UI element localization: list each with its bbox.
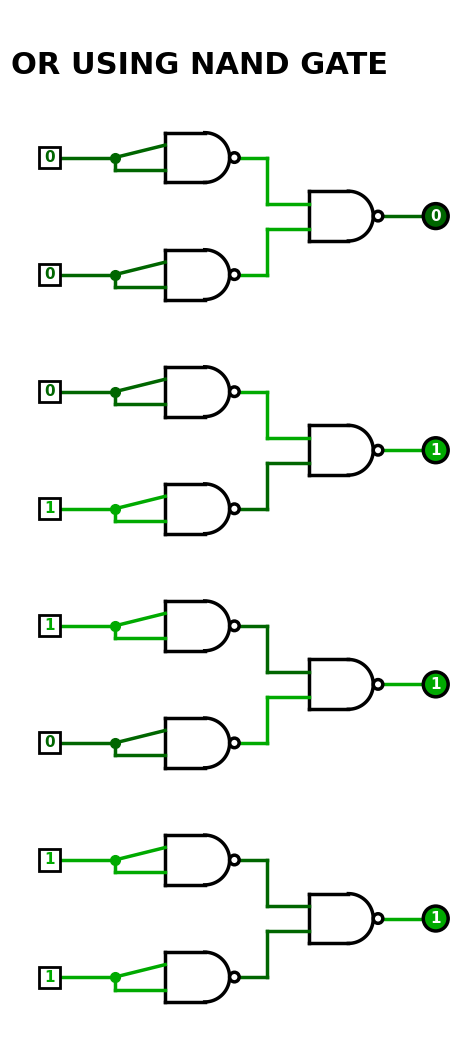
Text: 0: 0 [45,267,55,282]
FancyBboxPatch shape [39,147,60,168]
Circle shape [423,906,448,931]
FancyBboxPatch shape [39,732,60,753]
Circle shape [229,738,239,748]
Text: 1: 1 [45,969,55,985]
Circle shape [423,672,448,697]
Circle shape [229,855,239,864]
Text: 1: 1 [430,442,441,458]
Circle shape [229,504,239,513]
Text: 1: 1 [430,911,441,926]
Circle shape [373,445,383,455]
Circle shape [229,387,239,397]
Circle shape [229,621,239,631]
Text: OR USING NAND GATE: OR USING NAND GATE [11,51,389,80]
Text: 1: 1 [45,501,55,516]
Text: 1: 1 [45,853,55,868]
Text: 1: 1 [45,618,55,634]
FancyBboxPatch shape [39,967,60,987]
Circle shape [373,679,383,689]
Circle shape [229,270,239,279]
Circle shape [229,972,239,982]
Circle shape [229,152,239,162]
Text: 0: 0 [430,208,441,223]
Circle shape [373,914,383,924]
Text: 0: 0 [45,150,55,165]
Circle shape [373,212,383,221]
Text: 0: 0 [45,735,55,750]
Text: 0: 0 [45,384,55,399]
Circle shape [423,438,448,462]
FancyBboxPatch shape [39,616,60,636]
Circle shape [423,203,448,229]
FancyBboxPatch shape [39,498,60,519]
FancyBboxPatch shape [39,381,60,402]
FancyBboxPatch shape [39,264,60,286]
Text: 1: 1 [430,677,441,692]
FancyBboxPatch shape [39,850,60,871]
